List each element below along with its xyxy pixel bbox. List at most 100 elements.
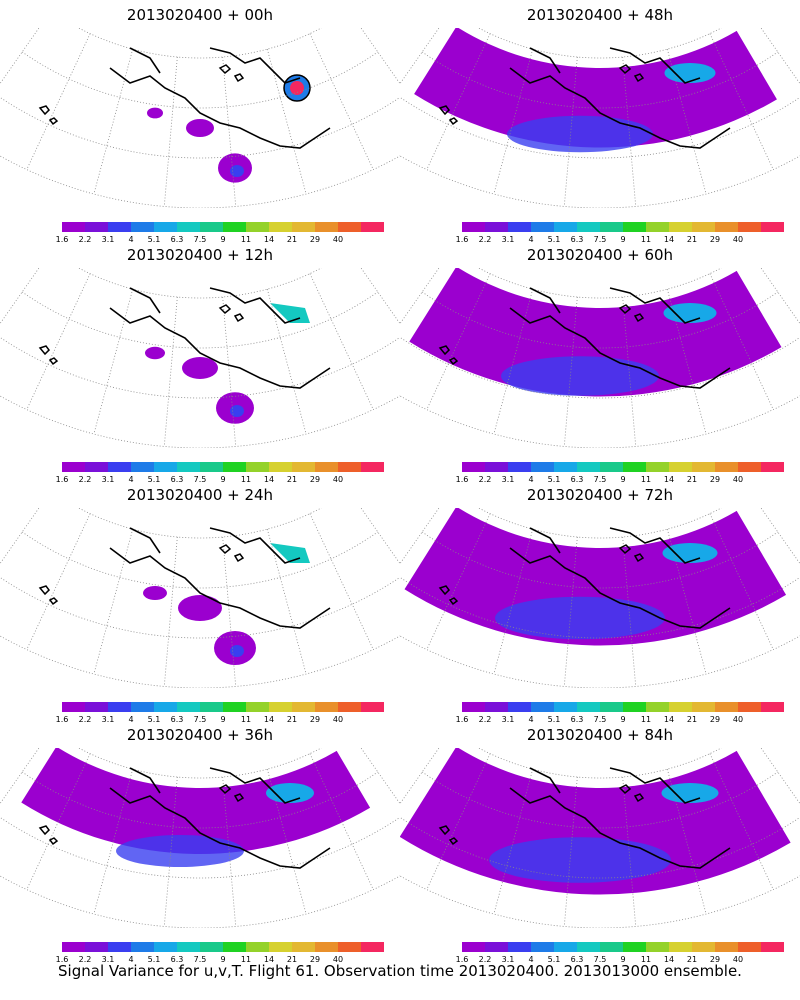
colorbar-swatch (269, 942, 292, 952)
colorbar-swatch (62, 702, 85, 712)
variance-blob (178, 595, 222, 621)
variance-blob (186, 119, 214, 137)
colorbar-labels: 1.6 2.2 3.1 4 5.1 6.3 7.5 9 11 14 21 29 40 (456, 955, 761, 965)
colorbar-label: 7.5 (593, 235, 607, 244)
variance-blob-core (230, 405, 244, 417)
colorbar-label: 6.3 (570, 475, 584, 484)
latitude-line (78, 268, 322, 299)
polar-map (400, 268, 800, 448)
colorbar-swatch (577, 942, 600, 952)
colorbar-swatch (62, 462, 85, 472)
colorbar-label: 2.2 (478, 235, 492, 244)
colorbar-swatch (315, 942, 338, 952)
colorbar-swatch (554, 702, 577, 712)
colorbar-label: 29 (309, 475, 321, 484)
colorbar-label: 9 (220, 955, 226, 964)
colorbar-label: 4 (128, 475, 134, 484)
colorbar-label: 21 (686, 715, 698, 724)
islands (38, 304, 245, 366)
colorbar-label: 29 (709, 235, 721, 244)
colorbar-labels: 1.6 2.2 3.1 4 5.1 6.3 7.5 9 11 14 21 29 40 (456, 475, 761, 485)
colorbar-label: 40 (732, 955, 744, 964)
colorbar-swatch (108, 702, 131, 712)
longitude-line (426, 33, 491, 170)
colorbar-label: 21 (286, 475, 298, 484)
latitude-line (400, 635, 800, 688)
colorbar-swatch (669, 942, 692, 952)
colorbar-swatch (623, 942, 646, 952)
polar-map (0, 268, 400, 448)
colorbar-label: 40 (332, 955, 344, 964)
colorbar-swatch (554, 462, 577, 472)
coastline (109, 287, 331, 389)
colorbar-swatch (623, 222, 646, 232)
colorbar-swatch (338, 702, 361, 712)
colorbar-label: 11 (640, 235, 652, 244)
colorbar-swatch (292, 222, 315, 232)
longitude-line (493, 289, 534, 435)
colorbar-label: 2.2 (78, 955, 92, 964)
map-panel: 2013020400 + 72h 1.6 2.2 3.1 4 5.1 6.3 7.5 9 11 14… (400, 480, 800, 725)
colorbar-swatch (292, 462, 315, 472)
colorbar-swatch (246, 702, 269, 712)
longitude-line (309, 33, 374, 170)
colorbar-swatch (715, 222, 738, 232)
latitude-line (400, 816, 800, 879)
colorbar-label: 1.6 (455, 235, 469, 244)
colorbar-swatch (269, 702, 292, 712)
map-panel: 2013020400 + 00h 1.6 2.2 3.1 4 5.1 6.3 7.5 9 11 14… (0, 0, 400, 245)
longitude-line (163, 536, 178, 687)
coastline (509, 287, 731, 389)
colorbar-label: 29 (709, 475, 721, 484)
variance-field-high (489, 837, 671, 883)
latitude-line (478, 508, 722, 539)
panel-title: 2013020400 + 00h (126, 6, 274, 24)
colorbar-label: 5.1 (547, 235, 561, 244)
colorbar-label: 5.1 (147, 955, 161, 964)
colorbar-swatch (485, 942, 508, 952)
latitude-line (78, 748, 322, 779)
colorbar-label: 29 (309, 715, 321, 724)
colorbar-label: 21 (686, 235, 698, 244)
colorbar-label: 14 (663, 475, 675, 484)
colorbar-label: 29 (309, 955, 321, 964)
colorbar-swatch (62, 222, 85, 232)
colorbar (462, 462, 784, 472)
variance-field (414, 28, 777, 148)
longitude-line (163, 776, 178, 927)
colorbar-swatch (131, 942, 154, 952)
islands (438, 304, 645, 366)
colorbar-label: 5.1 (547, 475, 561, 484)
latitude-line (421, 531, 779, 589)
colorbar-label: 6.3 (170, 475, 184, 484)
colorbar-swatch (85, 222, 108, 232)
colorbar-label: 14 (663, 235, 675, 244)
panel-title: 2013020400 + 48h (526, 6, 674, 24)
colorbar-labels: 1.6 2.2 3.1 4 5.1 6.3 7.5 9 11 14 21 29 40 (56, 955, 361, 965)
colorbar-swatch (508, 942, 531, 952)
colorbar-label: 21 (286, 235, 298, 244)
colorbar-label: 9 (620, 235, 626, 244)
colorbar-label: 14 (263, 475, 275, 484)
colorbar-swatch (485, 222, 508, 232)
colorbar-label: 29 (309, 235, 321, 244)
polar-map (0, 508, 400, 688)
polar-map (400, 508, 800, 688)
latitude-line (400, 336, 800, 399)
panel-title: 2013020400 + 36h (126, 726, 274, 744)
colorbar-swatch (761, 942, 784, 952)
colorbar-labels: 1.6 2.2 3.1 4 5.1 6.3 7.5 9 11 14 21 29 40 (456, 715, 761, 725)
colorbar-label: 3.1 (501, 475, 515, 484)
latitude-line (400, 395, 800, 448)
colorbar-label: 7.5 (593, 475, 607, 484)
colorbar-swatch (223, 222, 246, 232)
colorbar-swatch (200, 222, 223, 232)
colorbar-label: 11 (640, 475, 652, 484)
colorbar-swatch (600, 462, 623, 472)
latitude-line (0, 96, 400, 159)
colorbar-swatch (223, 702, 246, 712)
longitude-line (760, 28, 800, 85)
colorbar-swatch (646, 462, 669, 472)
colorbar-swatch (600, 702, 623, 712)
colorbar-label: 5.1 (547, 955, 561, 964)
